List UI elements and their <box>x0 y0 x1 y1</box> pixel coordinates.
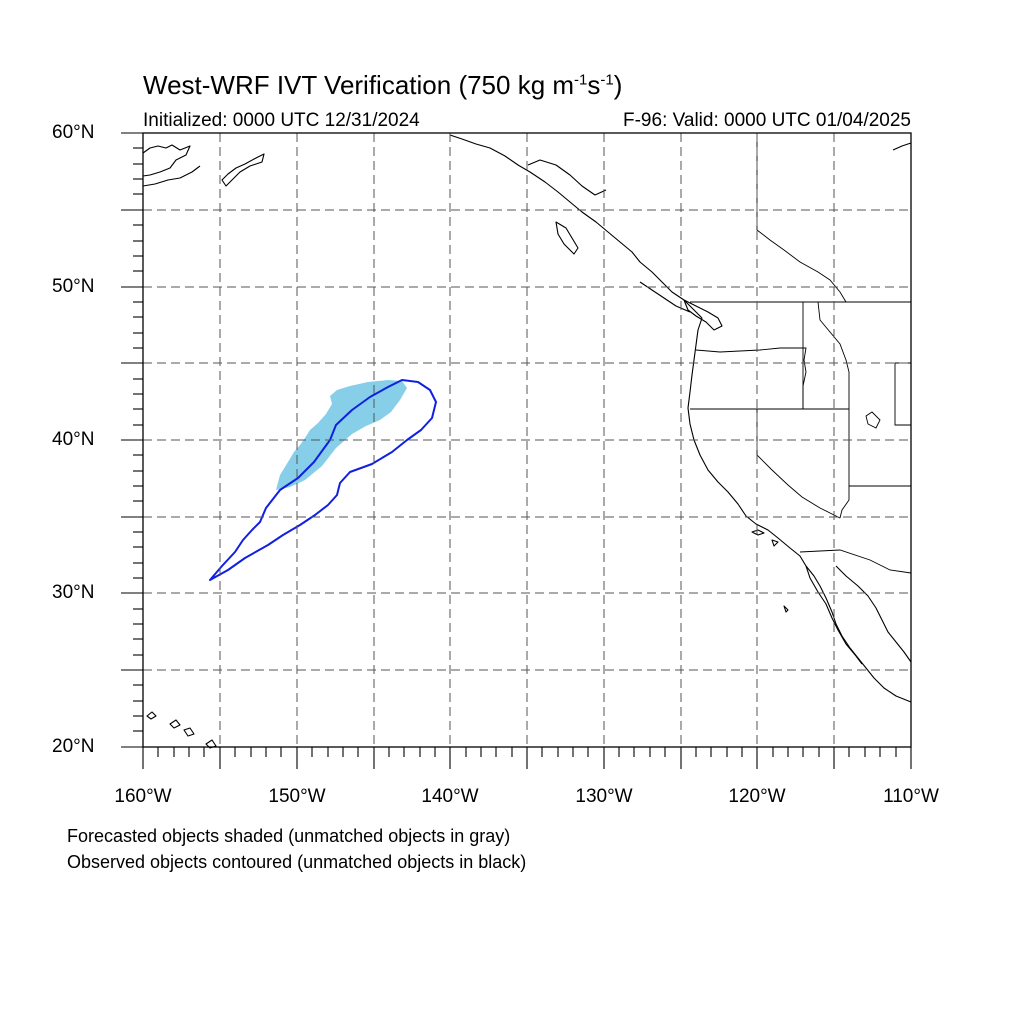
lat-label-20n: 20°N <box>52 736 95 757</box>
chart-title: West-WRF IVT Verification (750 kg m-1s-1… <box>143 70 623 100</box>
forecast-note: Forecasted objects shaded (unmatched obj… <box>67 826 511 846</box>
lon-label-130w: 130°W <box>575 786 633 807</box>
lat-label-40n: 40°N <box>52 429 95 450</box>
observed-object-contour <box>209 379 437 581</box>
observed-note: Observed objects contoured (unmatched ob… <box>67 852 527 872</box>
forecast-object <box>276 380 407 490</box>
coastlines <box>142 134 912 749</box>
lon-label-120w: 120°W <box>728 786 786 807</box>
lat-label-50n: 50°N <box>52 276 95 297</box>
lon-label-150w: 150°W <box>268 786 326 807</box>
graticule <box>143 133 911 747</box>
lon-label-160w: 160°W <box>114 786 172 807</box>
lon-label-110w: 110°W <box>883 786 939 807</box>
valid-time: F-96: Valid: 0000 UTC 01/04/2025 <box>623 110 911 131</box>
tick-marks <box>121 132 912 769</box>
lon-label-140w: 140°W <box>421 786 479 807</box>
lat-label-60n: 60°N <box>52 122 95 143</box>
lat-label-30n: 30°N <box>52 582 95 603</box>
initialized-time: Initialized: 0000 UTC 12/31/2024 <box>143 110 420 131</box>
political-boundaries <box>690 135 912 574</box>
